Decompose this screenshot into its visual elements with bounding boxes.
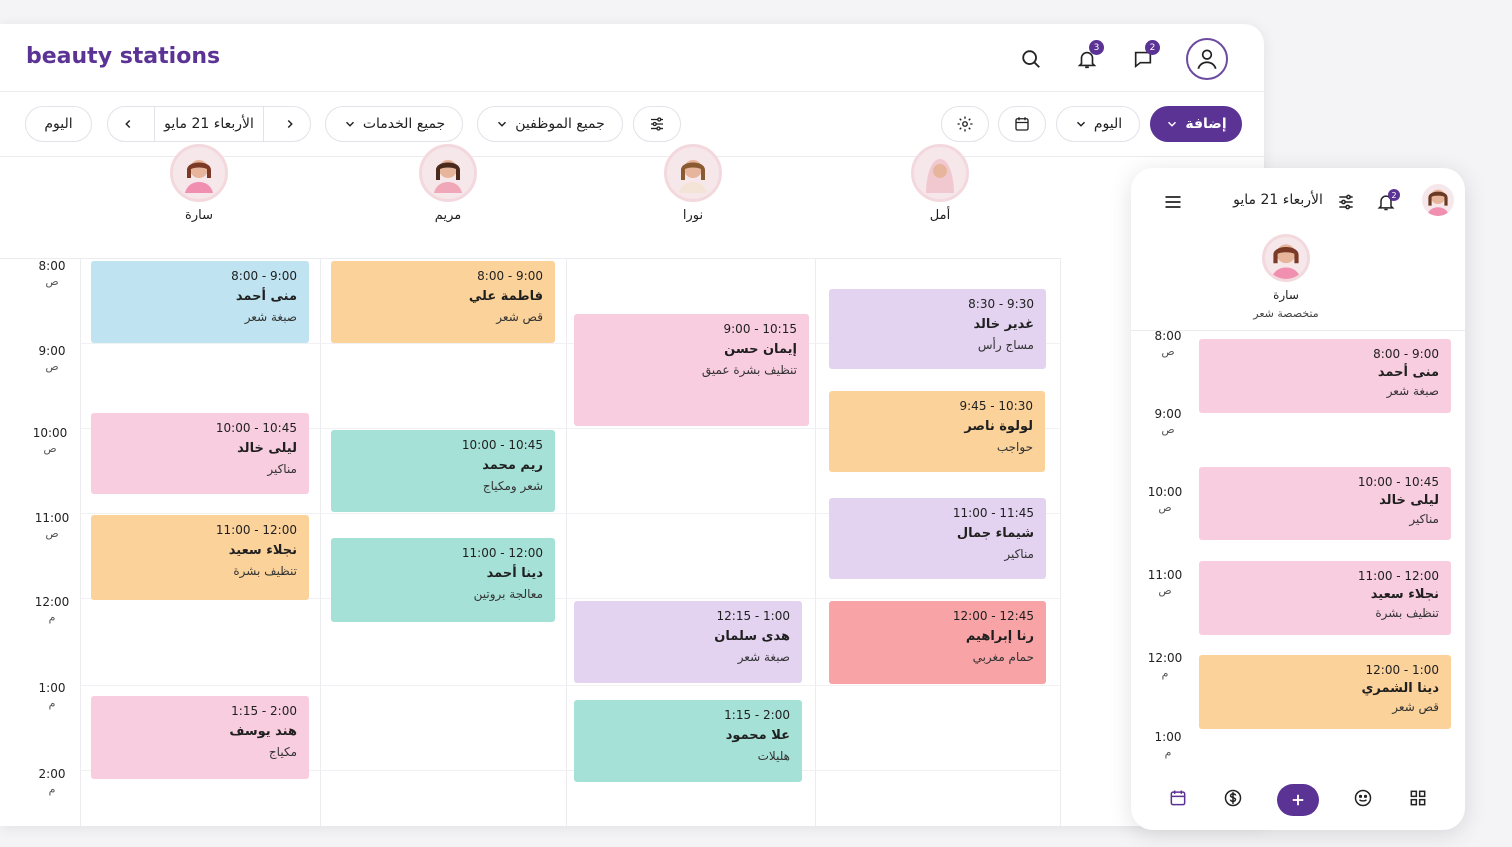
notification-badge: 2: [1388, 189, 1400, 201]
time-label: 1:00 م: [1154, 730, 1182, 759]
notification-badge: 3: [1089, 40, 1104, 55]
app-header: beauty stations 3 2: [0, 24, 1264, 92]
time-label: 10:00 ص: [32, 426, 68, 455]
time-label: 11:00 ص: [1147, 568, 1183, 597]
appointment-card[interactable]: 12:00 - 12:45 رنا إبراهيم حمام مغربي: [829, 601, 1046, 684]
message-badge: 2: [1145, 40, 1160, 55]
staff-name: نورا: [682, 208, 704, 223]
chevron-left-icon: [125, 119, 131, 129]
time-label: 8:00 ص: [38, 259, 66, 288]
appointment-card[interactable]: 10:00 - 10:45 ريم محمد شعر ومكياج: [331, 430, 555, 512]
staff-column-header[interactable]: سارة: [139, 144, 259, 223]
gear-icon: [957, 116, 973, 132]
staff-avatar: [170, 144, 228, 202]
person-icon: [926, 159, 954, 193]
chevron-down-icon: [345, 121, 354, 127]
calendar-icon: [1015, 117, 1029, 131]
service-filter-label: جميع الخدمات: [362, 116, 446, 132]
chat-icon[interactable]: 2: [1128, 40, 1160, 74]
view-select-label: اليوم: [1093, 116, 1123, 132]
time-label: 1:00 م: [38, 681, 66, 710]
mobile-bottom-nav: [1131, 770, 1465, 830]
staff-name: سارة: [1273, 288, 1299, 302]
appointment-card[interactable]: 9:00 - 10:15 إيمان حسن تنظيف بشرة عميق: [574, 314, 809, 426]
settings-button[interactable]: [941, 106, 989, 142]
staff-avatar: [664, 144, 722, 202]
hamburger-menu-icon[interactable]: [1163, 192, 1183, 216]
appointment-card[interactable]: 12:15 - 1:00 هدى سلمان صبغة شعر: [574, 601, 802, 683]
appointment-card[interactable]: 11:00 - 12:00 نجلاء سعيد تنظيف بشرة: [91, 515, 309, 600]
appointment-card[interactable]: 8:00 - 9:00 منى أحمد صبغة شعر: [1199, 339, 1451, 413]
bell-icon[interactable]: 2: [1376, 189, 1400, 216]
time-label: 8:00 ص: [1154, 329, 1182, 358]
plus-icon: [1292, 794, 1304, 806]
appointment-card[interactable]: 10:00 - 10:45 ليلى خالد مناكير: [1199, 467, 1451, 540]
chevron-right-icon: [287, 119, 293, 129]
app-logo[interactable]: beauty stations: [26, 44, 221, 69]
time-label: 2:00 م: [38, 767, 66, 796]
user-avatar[interactable]: [1422, 184, 1454, 216]
next-day-button[interactable]: [270, 117, 310, 131]
chevron-down-icon: [1168, 121, 1177, 127]
dollar-icon[interactable]: [1223, 788, 1243, 812]
add-button[interactable]: إضافة: [1150, 106, 1242, 142]
mobile-preview: الأربعاء 21 مايو 2 سارة متخصصة شعر 8:00 ص…: [1131, 168, 1465, 830]
staff-filter-select[interactable]: جميع الموظفين: [477, 106, 623, 142]
staff-name: سارة: [185, 208, 213, 223]
time-label: 9:00 ص: [38, 344, 66, 373]
appointment-card[interactable]: 11:00 - 11:45 شيماء جمال مناكير: [829, 498, 1046, 579]
staff-avatar: [1262, 234, 1310, 282]
appointment-card[interactable]: 8:30 - 9:30 غدير خالد مساج رأس: [829, 289, 1046, 369]
staff-name: أمل: [929, 208, 951, 223]
appointment-card[interactable]: 9:45 - 10:30 لولوة ناصر حواجب: [829, 391, 1045, 472]
appointment-card[interactable]: 11:00 - 12:00 نجلاء سعيد تنظيف بشرة: [1199, 561, 1451, 635]
staff-column-header[interactable]: أمل: [880, 144, 1000, 223]
appointment-card[interactable]: 12:00 - 1:00 دينا الشمري قص شعر: [1199, 655, 1451, 729]
calendar-icon[interactable]: [1168, 788, 1188, 812]
service-filter-select[interactable]: جميع الخدمات: [325, 106, 463, 142]
appointment-card[interactable]: 8:00 - 9:00 فاطمة علي قص شعر: [331, 261, 555, 343]
staff-role: متخصصة شعر: [1253, 307, 1319, 320]
staff-avatar: [419, 144, 477, 202]
search-icon[interactable]: [1016, 44, 1046, 74]
appointment-card[interactable]: 8:00 - 9:00 منى أحمد صبغة شعر: [91, 261, 309, 343]
user-avatar[interactable]: [1186, 38, 1228, 80]
staff-column-header[interactable]: مريم: [388, 144, 508, 223]
person-icon: [434, 160, 462, 193]
staff-avatar: [911, 144, 969, 202]
calendar-button[interactable]: [998, 106, 1046, 142]
add-fab-button[interactable]: [1276, 784, 1319, 816]
smiley-icon[interactable]: [1353, 788, 1373, 812]
appointment-card[interactable]: 1:15 - 2:00 هند يوسف مكياج: [91, 696, 309, 779]
time-label: 9:00 ص: [1154, 407, 1182, 436]
filter-button[interactable]: [633, 106, 681, 142]
bell-icon[interactable]: 3: [1072, 40, 1104, 74]
staff-name: مريم: [434, 208, 462, 223]
sliders-icon: [651, 117, 663, 131]
time-label: 11:00 ص: [34, 511, 70, 540]
sliders-icon[interactable]: [1336, 192, 1356, 216]
view-select[interactable]: اليوم: [1056, 106, 1140, 142]
appointment-card[interactable]: 1:15 - 2:00 علا محمود هليلات: [574, 700, 802, 782]
grid-icon[interactable]: [1408, 788, 1428, 812]
appointment-card[interactable]: 10:00 - 10:45 ليلى خالد مناكير: [91, 413, 309, 494]
person-icon: [185, 160, 213, 193]
time-label: 10:00 ص: [1147, 485, 1183, 514]
add-button-label: إضافة: [1185, 116, 1227, 132]
chevron-down-icon: [1076, 121, 1085, 127]
prev-day-button[interactable]: [108, 117, 148, 131]
time-label: 12:00 م: [1147, 651, 1183, 680]
current-date[interactable]: الأربعاء 21 مايو: [164, 116, 254, 132]
staff-column-header[interactable]: نورا: [633, 144, 753, 223]
staff-filter-label: جميع الموظفين: [515, 116, 605, 132]
date-navigator: الأربعاء 21 مايو: [107, 106, 311, 142]
appointment-card[interactable]: 11:00 - 12:00 دينا أحمد معالجة بروتين: [331, 538, 555, 622]
chevron-down-icon: [498, 121, 507, 127]
mobile-date[interactable]: الأربعاء 21 مايو: [1233, 192, 1323, 208]
person-icon: [679, 160, 707, 193]
today-button[interactable]: اليوم: [25, 106, 92, 142]
time-label: 12:00 م: [34, 595, 70, 624]
